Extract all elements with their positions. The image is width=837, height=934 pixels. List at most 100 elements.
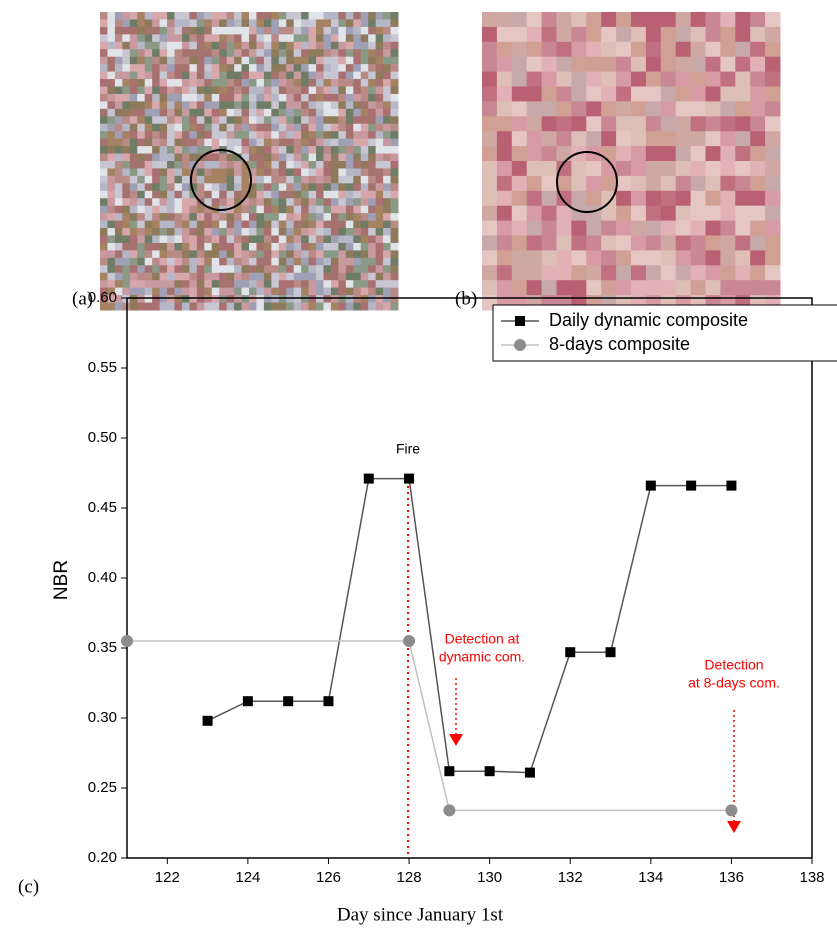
image-pixel (750, 56, 766, 73)
image-pixel (556, 131, 572, 147)
image-pixel (249, 183, 257, 192)
panel-label: (a) (72, 288, 93, 309)
image-pixel (234, 79, 243, 87)
image-pixel (234, 190, 243, 199)
image-pixel (482, 146, 498, 162)
image-pixel (556, 175, 572, 192)
image-pixel (765, 26, 781, 43)
image-pixel (129, 302, 138, 311)
image-pixel (107, 161, 116, 169)
image-pixel (100, 235, 108, 244)
image-pixel (174, 93, 183, 102)
image-pixel (219, 190, 228, 199)
image-pixel (323, 175, 332, 184)
image-pixel (226, 198, 235, 207)
image-pixel (705, 116, 721, 132)
image-pixel (293, 123, 302, 132)
image-pixel (556, 146, 572, 162)
image-pixel (301, 280, 310, 289)
image-pixel (631, 71, 647, 87)
image-pixel (167, 49, 175, 58)
image-pixel (316, 79, 324, 87)
image-pixel (616, 235, 632, 251)
image-pixel (496, 101, 513, 117)
image-pixel (114, 138, 123, 147)
image-pixel (219, 71, 228, 80)
image-pixel (308, 205, 317, 214)
image-pixel (241, 168, 250, 177)
image-pixel (196, 116, 205, 125)
image-pixel (114, 146, 123, 155)
image-pixel (750, 235, 766, 251)
image-pixel (114, 228, 123, 236)
image-pixel (293, 79, 302, 87)
image-pixel (263, 19, 272, 28)
image-pixel (293, 213, 302, 222)
image-pixel (383, 250, 392, 259)
image-pixel (189, 56, 198, 65)
image-pixel (390, 175, 399, 184)
image-pixel (301, 116, 310, 125)
image-pixel (293, 242, 302, 251)
image-pixel (675, 146, 692, 162)
image-pixel (375, 257, 384, 266)
image-pixel (286, 257, 295, 266)
image-pixel (660, 205, 677, 222)
image-pixel (375, 183, 384, 192)
image-pixel (256, 146, 265, 155)
image-pixel (100, 26, 108, 35)
image-pixel (167, 161, 175, 169)
image-pixel (137, 153, 146, 162)
image-pixel (308, 101, 317, 110)
image-pixel (196, 19, 205, 28)
image-pixel (234, 56, 243, 65)
image-pixel (219, 183, 228, 192)
image-pixel (114, 168, 123, 177)
image-pixel (263, 265, 272, 274)
image-pixel (137, 168, 146, 177)
image-pixel (286, 295, 295, 304)
image-pixel (482, 265, 498, 281)
image-pixel (301, 64, 310, 73)
image-pixel (152, 295, 161, 304)
image-pixel (526, 26, 543, 43)
image-pixel (616, 205, 632, 222)
image-pixel (360, 280, 369, 289)
image-pixel (690, 41, 706, 58)
image-pixel (114, 116, 123, 125)
image-pixel (211, 280, 220, 289)
image-pixel (159, 26, 168, 35)
image-pixel (293, 250, 302, 259)
image-pixel (107, 295, 116, 304)
image-pixel (174, 12, 183, 20)
image-pixel (293, 168, 302, 177)
image-pixel (586, 71, 602, 87)
image-pixel (353, 123, 362, 132)
image-pixel (278, 131, 287, 140)
image-pixel (263, 183, 272, 192)
image-pixel (345, 101, 354, 110)
image-pixel (338, 265, 347, 274)
highlight-circle (190, 149, 252, 211)
image-pixel (368, 302, 377, 311)
image-pixel (645, 56, 662, 73)
image-pixel (226, 153, 235, 162)
image-pixel (286, 49, 295, 58)
image-pixel (189, 183, 198, 192)
image-pixel (345, 93, 354, 102)
image-pixel (144, 138, 153, 147)
image-pixel (181, 205, 190, 214)
image-pixel (301, 71, 310, 80)
image-pixel (368, 198, 377, 207)
image-pixel (308, 71, 317, 80)
image-pixel (571, 56, 587, 73)
image-pixel (645, 71, 662, 87)
image-pixel (383, 138, 392, 147)
image-pixel (720, 205, 736, 222)
image-pixel (345, 295, 354, 304)
image-pixel (353, 183, 362, 192)
image-pixel (526, 101, 543, 117)
image-pixel (167, 302, 175, 311)
image-pixel (541, 41, 557, 58)
image-pixel (114, 49, 123, 58)
